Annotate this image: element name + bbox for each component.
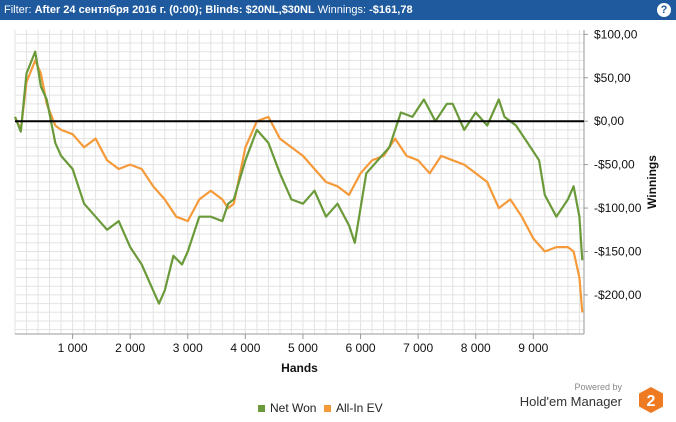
branding: Powered by Hold'em Manager 2 bbox=[514, 382, 664, 418]
chart-legend: Net Won All-In EV bbox=[0, 401, 676, 417]
x-axis-ticks: 1 000 2 000 3 000 4 000 5 000 6 000 7 000 8 000… bbox=[58, 334, 549, 355]
x-tick-label: 5 000 bbox=[288, 341, 318, 355]
y-tick-label: $100,00 bbox=[594, 27, 638, 41]
chart-grid bbox=[14, 30, 585, 335]
filter-bar: Filter: After 24 сентября 2016 г. (0:00)… bbox=[0, 0, 676, 20]
chart-series bbox=[13, 50, 584, 313]
x-tick-label: 9 000 bbox=[518, 341, 548, 355]
help-icon[interactable]: ? bbox=[657, 3, 671, 17]
hem2-logo-icon: 2 bbox=[639, 387, 663, 413]
legend-label-net-won: Net Won bbox=[270, 401, 317, 415]
series-line-net-won bbox=[13, 50, 584, 305]
winnings-chart: 1 000 2 000 3 000 4 000 5 000 6 000 7 000 8 000… bbox=[13, 27, 659, 375]
filter-text: After 24 сентября 2016 г. (0:00); Blinds… bbox=[34, 4, 315, 16]
x-tick-label: 1 000 bbox=[58, 341, 88, 355]
filter-prefix: Filter: bbox=[4, 4, 32, 16]
y-axis-label: Winnings bbox=[645, 155, 659, 209]
x-tick-label: 4 000 bbox=[230, 341, 260, 355]
legend-swatch-net-won bbox=[258, 404, 265, 412]
x-tick-label: 8 000 bbox=[461, 341, 491, 355]
x-tick-label: 7 000 bbox=[403, 341, 433, 355]
x-tick-label: 3 000 bbox=[173, 341, 203, 355]
winnings-value: -$161,78 bbox=[369, 4, 413, 16]
x-tick-label: 6 000 bbox=[346, 341, 376, 355]
x-axis-label: Hands bbox=[281, 361, 318, 375]
y-tick-label: $50,00 bbox=[594, 71, 631, 85]
legend-item-net-won[interactable]: Net Won bbox=[258, 401, 316, 415]
product-name: Hold'em Manager bbox=[519, 394, 622, 409]
legend-item-all-in-ev[interactable]: All-In EV bbox=[324, 401, 383, 415]
legend-swatch-all-in-ev bbox=[324, 404, 331, 412]
logo-glyph: 2 bbox=[647, 393, 656, 410]
y-tick-label: -$150,00 bbox=[594, 244, 642, 258]
winnings-label: Winnings: bbox=[317, 4, 367, 16]
legend-label-all-in-ev: All-In EV bbox=[336, 401, 383, 415]
y-tick-label: -$50,00 bbox=[594, 158, 635, 172]
y-tick-label: $0,00 bbox=[594, 114, 624, 128]
powered-by-text: Powered by bbox=[574, 382, 622, 392]
y-axis-ticks: $100,00 $50,00 $0,00 -$50,00 -$100,00 -$150,0… bbox=[584, 27, 642, 302]
y-tick-label: -$100,00 bbox=[594, 201, 642, 215]
y-tick-label: -$200,00 bbox=[594, 288, 642, 302]
x-tick-label: 2 000 bbox=[115, 341, 145, 355]
series-line-all-in-ev bbox=[13, 59, 584, 313]
